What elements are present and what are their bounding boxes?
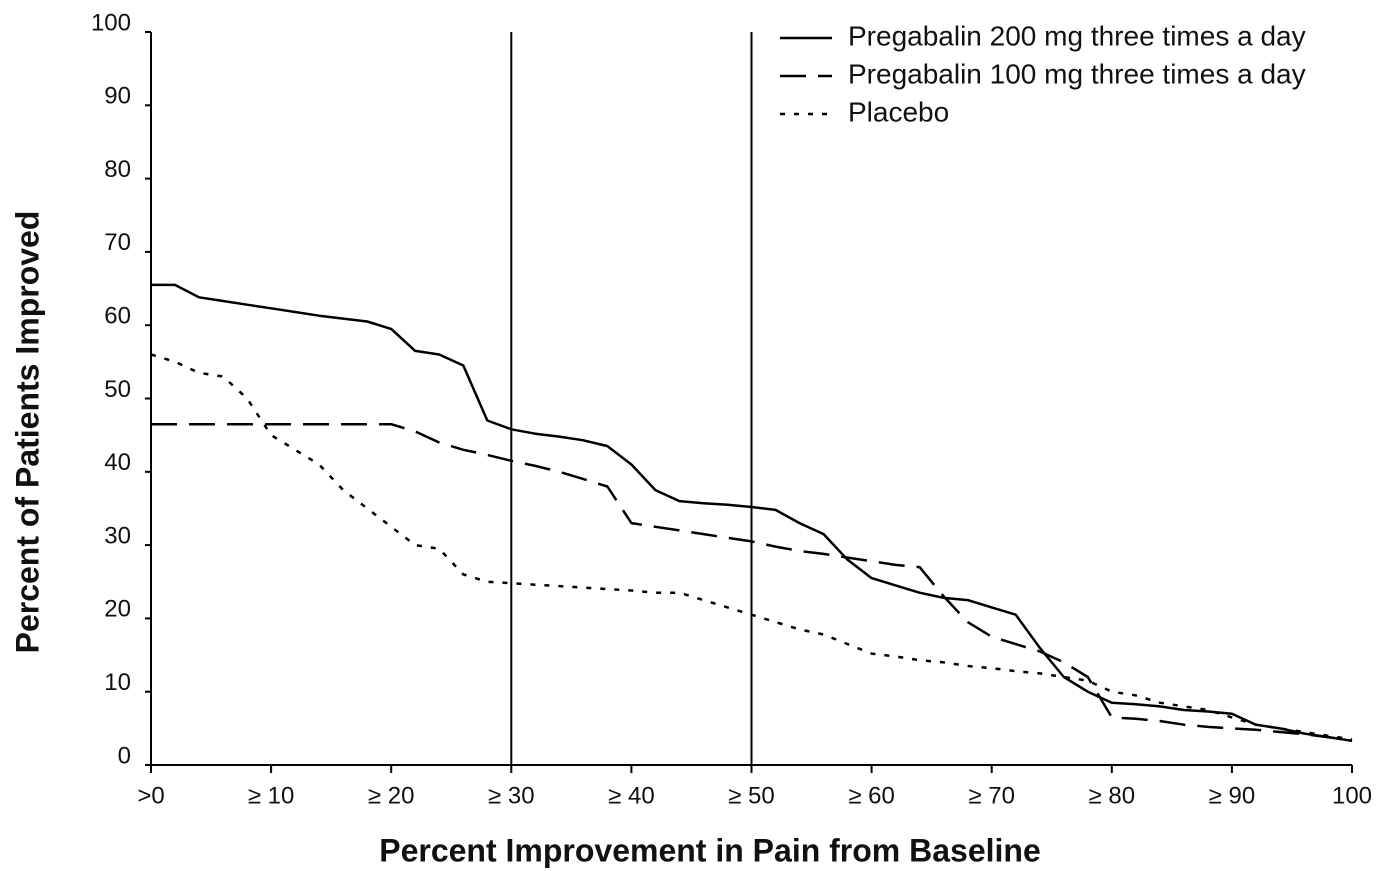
series-line: [150, 353, 1353, 741]
y-tick-label: 50: [104, 376, 131, 403]
y-tick-label: 100: [91, 9, 131, 36]
y-tick-label: 80: [104, 156, 131, 183]
x-tick-label: 100: [1332, 782, 1372, 809]
y-tick-label: 0: [118, 742, 131, 769]
y-tick-label: 30: [104, 522, 131, 549]
y-tick-label: 40: [104, 449, 131, 476]
legend-label: Pregabalin 100 mg three times a day: [848, 58, 1306, 89]
y-tick-label: 10: [104, 669, 131, 696]
legend-label: Pregabalin 200 mg three times a day: [848, 20, 1306, 51]
x-tick-label: ≥ 20: [368, 782, 415, 809]
y-tick-label: 60: [104, 303, 131, 330]
x-tick-label: ≥ 40: [608, 782, 655, 809]
x-tick-label: ≥ 10: [248, 782, 295, 809]
x-tick-label: ≥ 90: [1209, 782, 1256, 809]
series-line: [151, 283, 1353, 743]
y-axis-title: Percent of Patients Improved: [9, 211, 45, 654]
x-tick-label: ≥ 80: [1089, 782, 1136, 809]
x-tick-label: ≥ 50: [728, 782, 775, 809]
series-line: [151, 422, 1353, 743]
x-tick-label: >0: [137, 782, 164, 809]
x-tick-label: ≥ 70: [968, 782, 1015, 809]
x-tick-label: ≥ 30: [488, 782, 535, 809]
y-tick-label: 20: [104, 596, 131, 623]
x-axis-title: Percent Improvement in Pain from Baselin…: [379, 832, 1041, 868]
y-tick-label: 90: [104, 83, 131, 110]
y-tick-label: 70: [104, 229, 131, 256]
legend-label: Placebo: [848, 96, 949, 127]
x-tick-label: ≥ 60: [848, 782, 895, 809]
